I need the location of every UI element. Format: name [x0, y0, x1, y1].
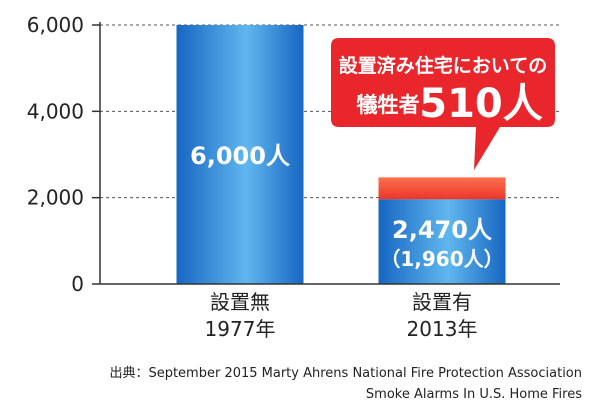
callout-line2-prefix: 犠牲者 — [357, 93, 420, 117]
callout-shape — [331, 38, 555, 170]
y-tick-label: 0 — [71, 272, 84, 296]
category-label-line2: 1977年 — [205, 317, 276, 341]
category-labels: 設置無 1977年 設置有 2013年 — [205, 290, 478, 341]
y-tick-label: 4,000 — [27, 99, 84, 123]
data-labels: 6,000人 2,470人 （1,960人） — [190, 142, 504, 271]
source-line1: 出典：September 2015 Marty Ahrens National … — [109, 366, 582, 381]
bar — [176, 25, 304, 284]
bar — [378, 199, 506, 284]
callout-line2-value: 510人 — [419, 81, 543, 127]
callout-line1: 設置済み住宅においての — [339, 54, 547, 77]
bar-difference-segment — [378, 177, 506, 200]
category-label-line1: 設置無 — [210, 290, 270, 314]
category-label-line1: 設置有 — [412, 290, 472, 314]
grid-lines — [92, 24, 560, 285]
bar-data-label: 6,000人 — [190, 142, 290, 170]
callout-bubble: 設置済み住宅においての 犠牲者 510人 — [331, 38, 555, 170]
bars — [176, 25, 506, 284]
bar-data-sublabel: （1,960人） — [380, 247, 503, 271]
category-label-line2: 2013年 — [407, 317, 478, 341]
bar-data-label: 2,470人 — [392, 216, 492, 244]
y-tick-label: 2,000 — [27, 186, 84, 210]
axes — [99, 22, 560, 285]
y-tick-label: 6,000 — [27, 13, 84, 37]
y-tick-labels: 0 2,000 4,000 6,000 — [27, 13, 84, 296]
source-line2: Smoke Alarms In U.S. Home Fires — [366, 387, 582, 402]
